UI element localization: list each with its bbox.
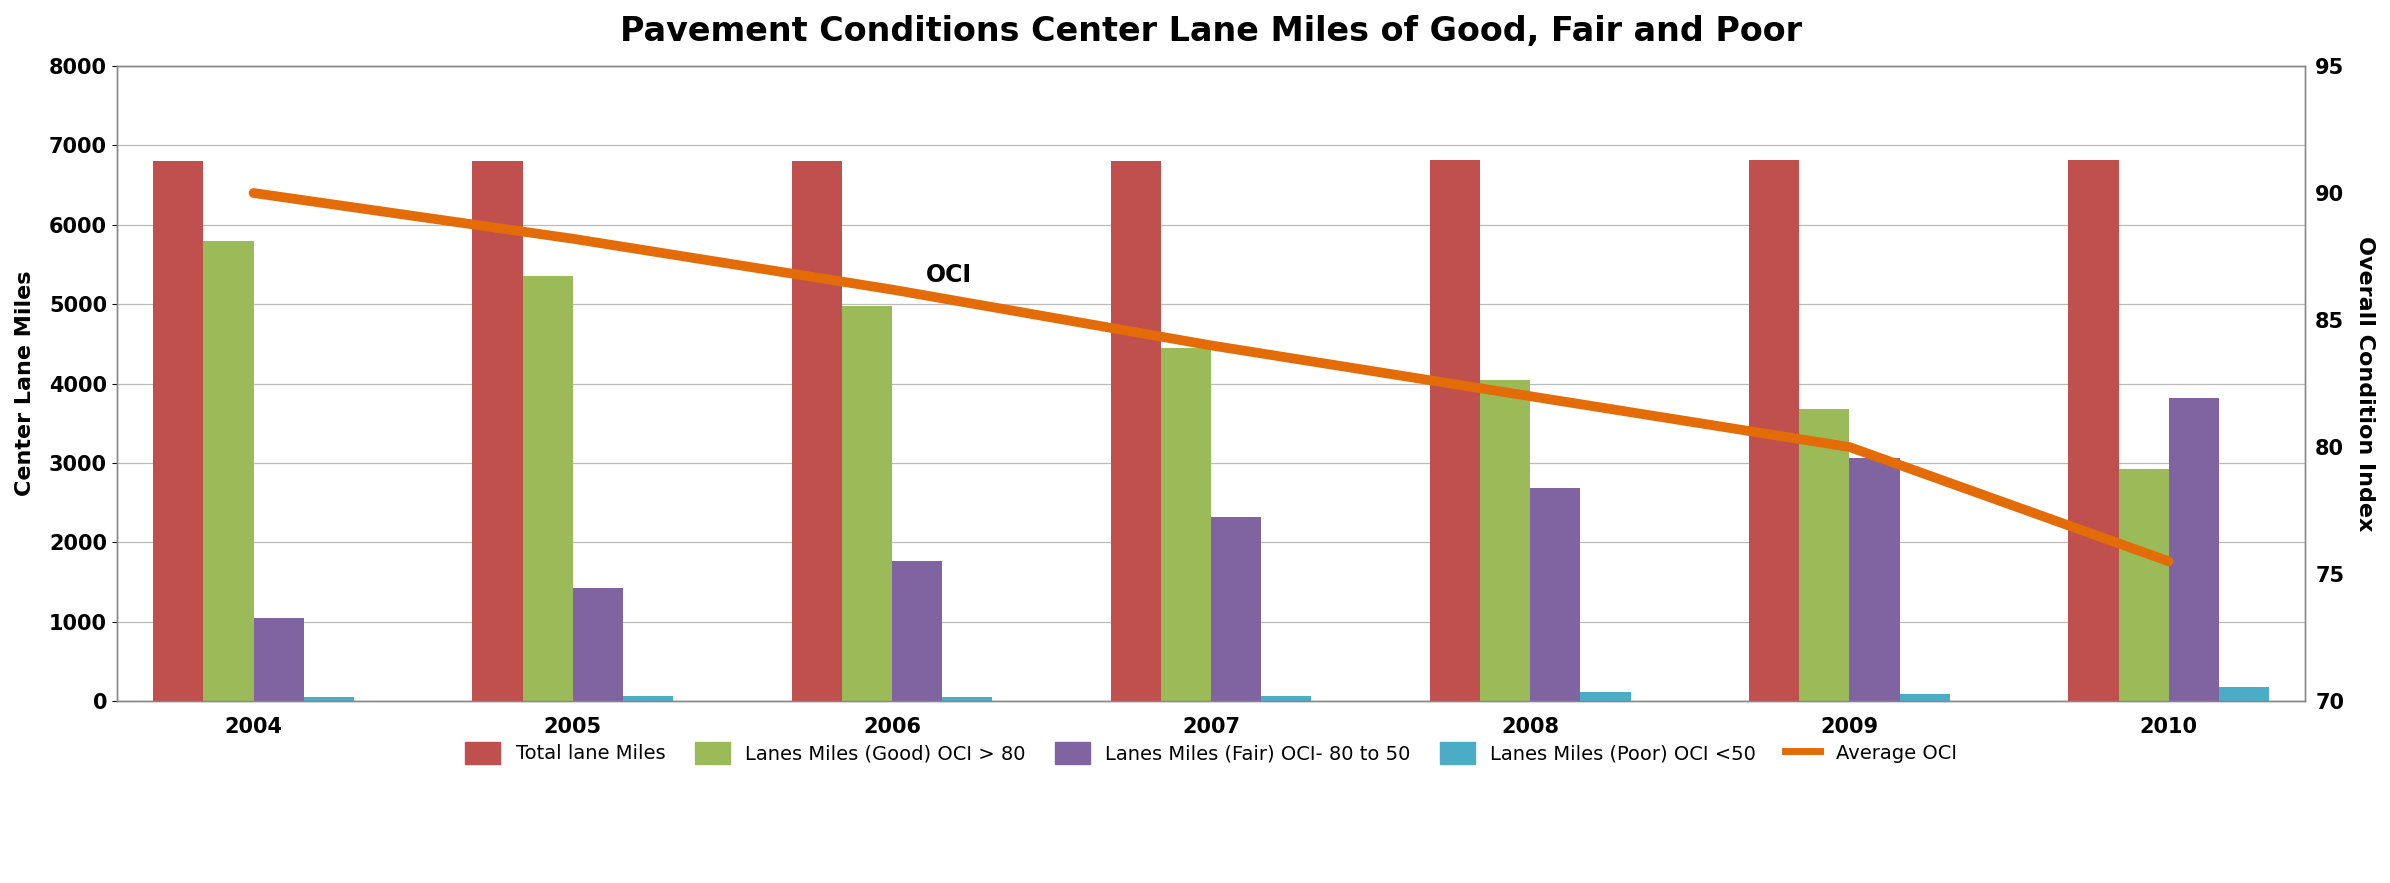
Bar	[1429, 160, 1479, 701]
Title: Pavement Conditions Center Lane Miles of Good, Fair and Poor: Pavement Conditions Center Lane Miles of…	[619, 15, 1802, 48]
Bar	[791, 162, 841, 701]
Bar	[523, 276, 574, 701]
Bar	[2067, 160, 2118, 701]
Bar	[203, 241, 253, 701]
Bar	[2218, 687, 2268, 701]
Bar	[1850, 458, 1900, 701]
Bar	[1749, 160, 1800, 701]
Bar	[153, 162, 203, 701]
Bar	[574, 588, 624, 701]
Bar	[1212, 517, 1262, 701]
Bar	[1530, 488, 1580, 701]
Bar	[1800, 409, 1850, 701]
Bar	[1900, 694, 1950, 701]
Bar	[891, 562, 942, 701]
Bar	[942, 697, 992, 701]
Y-axis label: Overall Condition Index: Overall Condition Index	[2354, 236, 2376, 532]
Bar	[1580, 692, 1630, 701]
Legend: Total lane Miles, Lanes Miles (Good) OCI > 80, Lanes Miles (Fair) OCI- 80 to 50,: Total lane Miles, Lanes Miles (Good) OCI…	[456, 732, 1967, 774]
Bar	[1111, 162, 1162, 701]
Bar	[473, 162, 523, 701]
Bar	[1262, 697, 1312, 701]
Bar	[253, 618, 304, 701]
Bar	[624, 697, 674, 701]
Text: OCI: OCI	[925, 263, 973, 287]
Bar	[841, 306, 891, 701]
Bar	[2168, 398, 2218, 701]
Bar	[2118, 469, 2168, 701]
Bar	[1479, 380, 1530, 701]
Y-axis label: Center Lane Miles: Center Lane Miles	[14, 271, 36, 496]
Bar	[304, 697, 354, 701]
Bar	[1162, 348, 1212, 701]
